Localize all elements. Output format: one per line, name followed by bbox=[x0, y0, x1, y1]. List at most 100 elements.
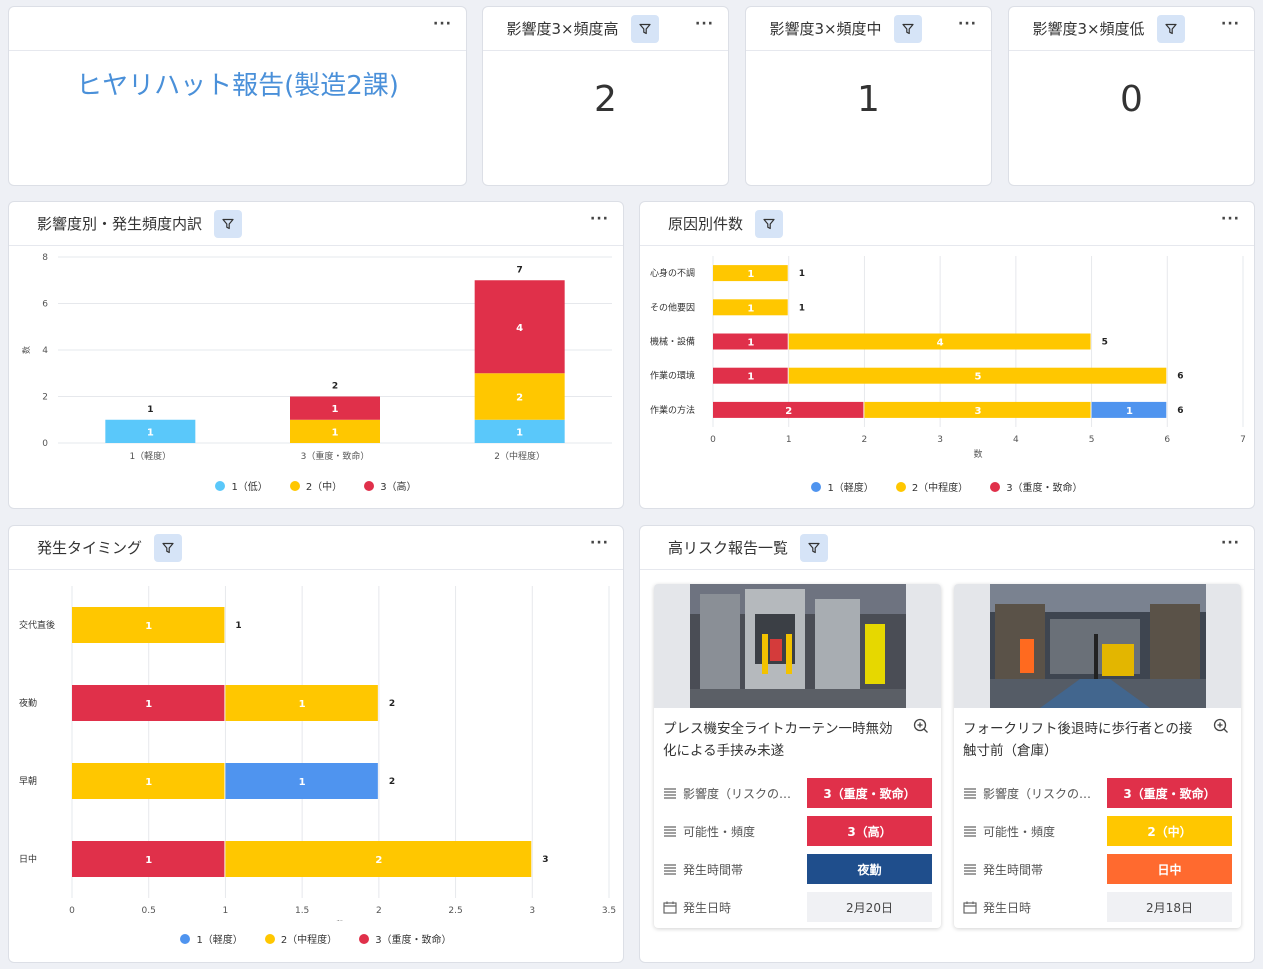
bar-segment bbox=[713, 401, 864, 418]
more-menu-icon[interactable]: ··· bbox=[590, 211, 609, 227]
report-card[interactable]: プレス機安全ライトカーテン一時無効化による手挟み未遂 影響度（リスクの… 3（重… bbox=[654, 584, 941, 928]
legend-label: 2（中） bbox=[305, 482, 343, 493]
filter-icon[interactable] bbox=[154, 533, 183, 562]
legend-swatch bbox=[359, 933, 370, 944]
legend-label: 3（高） bbox=[380, 482, 417, 493]
report-row-date: 発生日時 2月20日 bbox=[654, 888, 941, 926]
list-icon bbox=[964, 826, 976, 837]
segment-label: 4 bbox=[937, 338, 944, 349]
report-row-frequency: 可能性・頻度 3（高） bbox=[654, 812, 941, 850]
report-row-timing: 発生時間帯 日中 bbox=[954, 850, 1241, 888]
bar-segment bbox=[474, 419, 565, 443]
more-menu-icon[interactable]: ··· bbox=[590, 535, 609, 551]
row-label: 可能性・頻度 bbox=[983, 824, 1056, 839]
legend-item[interactable]: 3（重度・致命） bbox=[990, 479, 1083, 494]
filter-icon[interactable] bbox=[214, 209, 243, 238]
y-axis-label: 数 bbox=[21, 346, 31, 354]
filter-icon[interactable] bbox=[800, 533, 829, 562]
zoom-in-icon[interactable] bbox=[1213, 718, 1229, 734]
more-menu-icon[interactable]: ··· bbox=[958, 16, 977, 32]
bar-segment bbox=[713, 333, 788, 350]
kpi-card-high: 影響度3×頻度高 ··· 2 bbox=[482, 6, 729, 186]
legend-label: 2（中程度） bbox=[911, 483, 969, 494]
more-menu-icon[interactable]: ··· bbox=[1221, 211, 1240, 227]
legend-swatch bbox=[215, 480, 226, 491]
segment-label: 2 bbox=[785, 406, 792, 417]
panel-header: 影響度別・発生頻度内訳 ··· bbox=[9, 202, 623, 246]
more-menu-icon[interactable]: ··· bbox=[1221, 16, 1240, 32]
y-tick-label: 日中 bbox=[19, 853, 37, 865]
bar-segment bbox=[225, 841, 532, 877]
x-tick-label: 0.5 bbox=[142, 906, 156, 916]
frequency-badge: 2（中） bbox=[1107, 816, 1232, 846]
x-tick-label: 2（中程度） bbox=[494, 450, 545, 462]
bar-segment bbox=[225, 685, 378, 721]
bar-segment bbox=[290, 419, 380, 443]
panel-header: 原因別件数 ··· bbox=[640, 202, 1254, 246]
report-title-text: プレス機安全ライトカーテン一時無効化による手挟み未遂 bbox=[663, 721, 893, 759]
segment-label: 1 bbox=[145, 621, 152, 632]
segment-label: 1 bbox=[299, 777, 306, 788]
segment-label: 1 bbox=[747, 338, 754, 349]
legend-label: 2（中程度） bbox=[280, 935, 338, 946]
row-label: 影響度（リスクの… bbox=[683, 786, 792, 801]
kpi-card-header: 影響度3×頻度高 ··· bbox=[483, 7, 728, 51]
legend-item[interactable]: 2（中程度） bbox=[264, 931, 338, 946]
legend-item[interactable]: 1（低） bbox=[215, 478, 268, 493]
panel-title: 高リスク報告一覧 bbox=[668, 539, 789, 557]
filter-icon[interactable] bbox=[630, 14, 659, 43]
segment-label: 3 bbox=[975, 406, 982, 417]
x-tick-label: 2.5 bbox=[448, 906, 462, 916]
legend-item[interactable]: 2（中程度） bbox=[895, 479, 969, 494]
kpi-value: 0 bbox=[1120, 79, 1143, 120]
legend-item[interactable]: 3（高） bbox=[364, 478, 417, 493]
segment-label: 1 bbox=[747, 372, 754, 383]
list-icon bbox=[664, 788, 676, 799]
zoom-in-icon[interactable] bbox=[913, 718, 929, 734]
filter-icon[interactable] bbox=[893, 14, 922, 43]
segment-label: 4 bbox=[516, 323, 523, 334]
timing-badge: 日中 bbox=[1107, 854, 1232, 884]
report-card[interactable]: フォークリフト後退時に歩行者との接触寸前（倉庫） 影響度（リスクの… 3（重度・… bbox=[954, 584, 1241, 928]
legend-swatch bbox=[180, 933, 191, 944]
chart-legend: 1（低） 2（中） 3（高） bbox=[9, 478, 623, 493]
filter-icon[interactable] bbox=[1156, 14, 1185, 43]
legend-item[interactable]: 3（重度・致命） bbox=[359, 931, 452, 946]
timing-chart: 0 0.5 1 1.5 2 2.5 3 3.5 数 交代直後 1 1 夜勤 1 1 2 早朝 1 1 2 日中 1 2 3 bbox=[19, 586, 616, 921]
x-tick-label: 1（軽度） bbox=[129, 450, 171, 462]
report-row-timing: 発生時間帯 夜勤 bbox=[654, 850, 941, 888]
y-tick-label: 作業の環境 bbox=[650, 370, 695, 382]
title-card-header: ··· bbox=[9, 7, 466, 51]
legend-item[interactable]: 1（軽度） bbox=[811, 479, 874, 494]
bar-segment bbox=[713, 367, 788, 384]
list-icon bbox=[664, 864, 676, 875]
cause-count-panel: 原因別件数 ··· 0 1 2 3 4 5 6 7 数 心身の不調 1 1 その他要因 1 1 機械・設備 1 4… bbox=[639, 201, 1255, 509]
x-tick-label: 1 bbox=[786, 435, 792, 445]
panel-title: 影響度別・発生頻度内訳 bbox=[37, 215, 203, 233]
x-tick-label: 3（重度・致命） bbox=[301, 450, 370, 462]
total-label: 2 bbox=[389, 777, 395, 787]
list-icon bbox=[964, 864, 976, 875]
timing-panel: 発生タイミング ··· 0 0.5 1 1.5 2 2.5 3 3.5 数 交代直後 1 1 夜勤 1 1 2… bbox=[8, 525, 624, 963]
panel-header: 高リスク報告一覧 ··· bbox=[640, 526, 1254, 570]
filter-icon[interactable] bbox=[755, 209, 784, 238]
legend-swatch bbox=[895, 481, 906, 492]
kpi-card-header: 影響度3×頻度低 ··· bbox=[1009, 7, 1254, 51]
x-tick-label: 1 bbox=[223, 906, 229, 916]
bar-segment bbox=[105, 419, 196, 443]
more-menu-icon[interactable]: ··· bbox=[433, 16, 452, 32]
panel-title: 原因別件数 bbox=[668, 215, 744, 233]
total-label: 5 bbox=[1102, 338, 1108, 348]
report-title: フォークリフト後退時に歩行者との接触寸前（倉庫） bbox=[954, 708, 1241, 774]
kpi-title: 影響度3×頻度中 bbox=[769, 20, 882, 38]
more-menu-icon[interactable]: ··· bbox=[1221, 535, 1240, 551]
legend-item[interactable]: 2（中） bbox=[289, 478, 343, 493]
x-tick-label: 0 bbox=[69, 906, 75, 916]
legend-item[interactable]: 1（軽度） bbox=[180, 931, 243, 946]
x-tick-label: 2 bbox=[376, 906, 382, 916]
x-tick-label: 0 bbox=[710, 435, 716, 445]
title-card: ··· ヒヤリハット報告(製造2課) bbox=[8, 6, 467, 186]
y-tick-label: 心身の不調 bbox=[650, 267, 695, 279]
more-menu-icon[interactable]: ··· bbox=[695, 16, 714, 32]
date-value: 2月18日 bbox=[1107, 892, 1232, 922]
